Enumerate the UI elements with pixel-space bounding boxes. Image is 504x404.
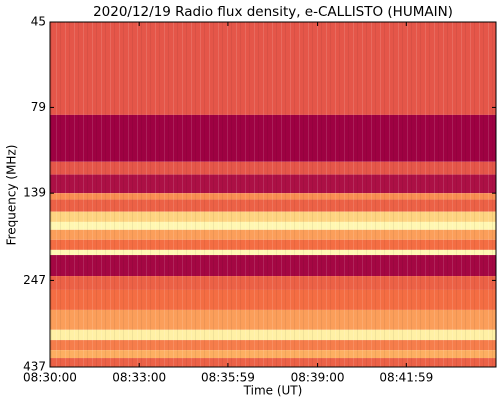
x-tick-label: 08:39:00 — [291, 371, 345, 385]
y-axis-label: Frequency (MHz) — [5, 145, 19, 246]
chart-title: 2020/12/19 Radio flux density, e-CALLIST… — [93, 4, 453, 20]
y-tick-label: 247 — [23, 273, 46, 287]
texture — [50, 22, 496, 367]
x-tick-label: 08:33:00 — [112, 371, 166, 385]
x-tick-label: 08:30:00 — [23, 371, 77, 385]
plot-area — [50, 22, 496, 367]
x-axis-label: Time (UT) — [243, 384, 303, 398]
y-tick-label: 437 — [23, 360, 46, 374]
x-tick-label: 08:35:59 — [201, 371, 255, 385]
y-tick-label: 79 — [31, 100, 46, 114]
y-tick-label: 139 — [23, 186, 46, 200]
x-tick-label: 08:41:59 — [379, 371, 433, 385]
y-tick-label: 45 — [31, 15, 46, 29]
plot-frame — [49, 21, 497, 368]
